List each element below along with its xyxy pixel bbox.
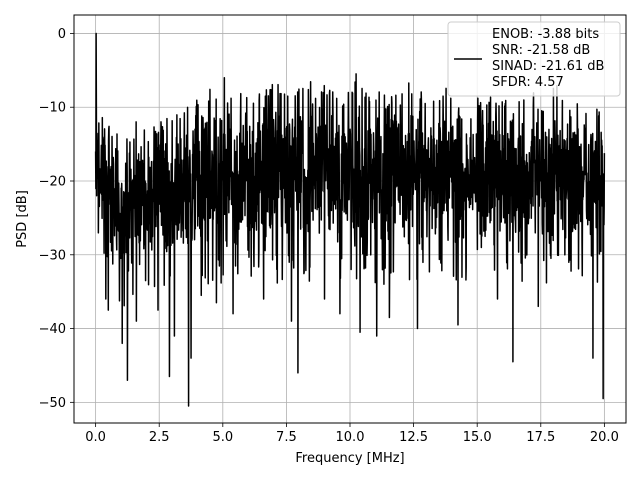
legend-sinad-text: SINAD: -21.61 dB (492, 59, 604, 74)
x-tick-label: 7.5 (276, 430, 297, 445)
x-tick-label: 10.0 (336, 430, 365, 445)
legend-enob-text: ENOB: -3.88 bits (492, 27, 599, 42)
y-tick-label: −50 (39, 396, 66, 411)
x-axis-label: Frequency [MHz] (295, 451, 404, 466)
y-axis-ticks: 0 −10 −20 −30 −40 −50 (39, 27, 74, 411)
x-tick-label: 12.5 (399, 430, 428, 445)
x-tick-label: 20.0 (590, 430, 619, 445)
y-tick-label: −10 (39, 101, 66, 116)
y-tick-label: −20 (39, 175, 66, 190)
legend-snr-text: SNR: -21.58 dB (492, 43, 590, 58)
x-tick-label: 5.0 (212, 430, 233, 445)
y-tick-label: 0 (58, 27, 66, 42)
y-tick-label: −40 (39, 322, 66, 337)
legend-sfdr-text: SFDR: 4.57 (492, 75, 564, 90)
y-axis-label: PSD [dB] (15, 190, 30, 248)
x-axis-ticks: 0.0 2.5 5.0 7.5 10.0 12.5 15.0 17.5 20.0 (85, 423, 619, 445)
y-tick-label: −30 (39, 248, 66, 263)
psd-series-line (94, 32, 606, 407)
legend-box (447, 21, 621, 97)
x-tick-label: 2.5 (149, 430, 170, 445)
x-tick-label: 0.0 (85, 430, 106, 445)
x-tick-label: 17.5 (526, 430, 555, 445)
legend: ENOB: -3.88 bits SNR: -21.58 dB SINAD: -… (447, 21, 621, 97)
x-tick-label: 15.0 (463, 430, 492, 445)
plot-area (94, 32, 606, 407)
